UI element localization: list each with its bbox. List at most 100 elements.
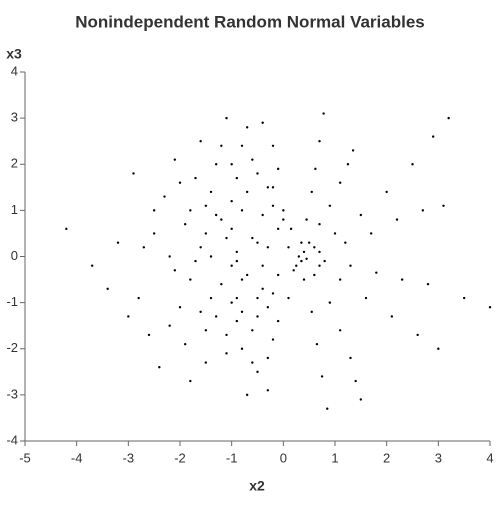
point [421, 209, 425, 212]
point [137, 296, 140, 300]
point [251, 158, 254, 161]
x-tick-label: 4 [486, 450, 493, 465]
x-tick-label: 3 [435, 450, 442, 465]
point [163, 195, 166, 198]
point [173, 158, 177, 161]
point [328, 204, 332, 207]
x-tick-label: 1 [331, 450, 338, 465]
point [416, 333, 419, 337]
point [266, 186, 270, 189]
point [261, 287, 264, 290]
point [266, 306, 270, 309]
point [240, 209, 244, 212]
point [313, 273, 316, 277]
point [235, 176, 239, 180]
point [287, 246, 290, 249]
point [235, 250, 239, 254]
point [204, 329, 208, 332]
x-tick-label: 0 [280, 450, 287, 465]
point [305, 257, 308, 261]
point [127, 315, 130, 318]
x-axis-label: x2 [249, 478, 265, 494]
point [359, 213, 363, 217]
point [251, 329, 254, 332]
point [225, 236, 228, 240]
point [106, 287, 109, 290]
point [320, 375, 324, 378]
point [364, 296, 368, 300]
x-tick-label: -1 [226, 450, 238, 465]
point [256, 241, 259, 244]
point [214, 315, 218, 318]
point [314, 167, 317, 171]
point [261, 264, 264, 267]
y-axis-label: x3 [6, 46, 22, 62]
point [178, 181, 182, 184]
point [194, 259, 197, 263]
point [328, 301, 332, 304]
point [287, 296, 290, 300]
point [220, 282, 223, 286]
point [209, 190, 213, 194]
point [220, 144, 223, 147]
point [302, 278, 306, 281]
point [375, 271, 378, 274]
point [251, 361, 254, 364]
point [271, 186, 275, 189]
point [289, 227, 293, 231]
point [230, 163, 233, 166]
y-tick-label: -3 [6, 386, 18, 401]
point [199, 310, 202, 314]
y-tick-label: -2 [6, 340, 18, 355]
point [245, 190, 249, 194]
point [437, 347, 440, 350]
point [349, 264, 352, 267]
point [271, 144, 275, 147]
point [204, 204, 208, 207]
point [462, 296, 466, 300]
chart-title: Nonindependent Random Normal Variables [75, 12, 425, 31]
point [300, 241, 303, 244]
point [142, 246, 146, 249]
point [152, 232, 156, 235]
point [199, 246, 202, 249]
point [261, 213, 264, 217]
point [189, 278, 192, 281]
point [178, 306, 182, 309]
point [199, 139, 202, 143]
y-tick-label: 2 [11, 156, 18, 171]
point [240, 144, 244, 147]
point [116, 241, 120, 244]
point [256, 370, 259, 374]
point [235, 319, 239, 323]
point [338, 181, 342, 184]
point [295, 264, 298, 267]
point [235, 259, 239, 263]
point [395, 218, 399, 221]
point [447, 116, 450, 120]
point [302, 250, 306, 254]
point [305, 218, 308, 221]
point [173, 269, 177, 272]
point [266, 356, 270, 360]
point [276, 167, 280, 171]
point [271, 292, 275, 295]
point [240, 347, 244, 350]
x-tick-label: 2 [383, 450, 390, 465]
point [65, 227, 68, 231]
point [225, 116, 228, 120]
point [214, 213, 218, 217]
y-tick-label: -4 [6, 432, 18, 447]
point [488, 306, 492, 309]
point [338, 329, 342, 332]
point [209, 255, 213, 258]
point [189, 209, 192, 212]
point [256, 172, 259, 175]
point [240, 310, 244, 314]
point [158, 366, 161, 369]
point [300, 259, 303, 263]
point [369, 232, 373, 235]
point [194, 176, 197, 180]
point [349, 356, 352, 360]
